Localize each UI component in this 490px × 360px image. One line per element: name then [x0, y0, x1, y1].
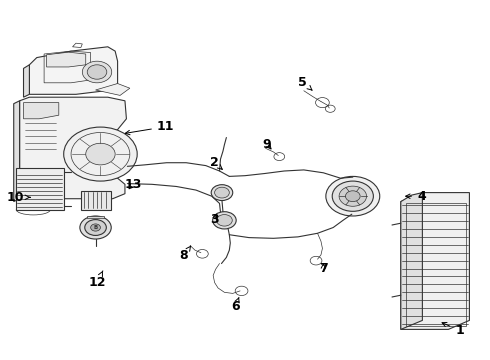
Text: 3: 3 — [210, 213, 219, 226]
Circle shape — [332, 181, 373, 211]
Text: 9: 9 — [263, 138, 271, 150]
Circle shape — [86, 143, 115, 165]
Polygon shape — [29, 47, 118, 94]
Text: 8: 8 — [179, 246, 191, 262]
Polygon shape — [401, 193, 422, 329]
Polygon shape — [14, 101, 20, 202]
Polygon shape — [47, 52, 86, 67]
Circle shape — [326, 176, 380, 216]
Bar — [81, 191, 111, 210]
Circle shape — [64, 127, 137, 181]
Circle shape — [345, 191, 360, 202]
Polygon shape — [20, 97, 126, 199]
Polygon shape — [96, 84, 130, 95]
Bar — [16, 168, 64, 210]
Polygon shape — [87, 216, 104, 218]
Polygon shape — [401, 193, 469, 329]
Circle shape — [85, 220, 106, 235]
Text: 10: 10 — [7, 191, 30, 204]
Text: 11: 11 — [125, 120, 174, 135]
Circle shape — [211, 185, 233, 201]
Ellipse shape — [81, 188, 111, 194]
Text: 12: 12 — [88, 271, 106, 289]
Text: 5: 5 — [298, 76, 312, 90]
Circle shape — [217, 215, 232, 226]
Circle shape — [87, 65, 107, 79]
Circle shape — [339, 186, 367, 206]
Circle shape — [80, 216, 111, 239]
Text: 13: 13 — [124, 178, 142, 191]
Polygon shape — [24, 65, 29, 97]
Text: B: B — [94, 225, 98, 230]
Text: 6: 6 — [231, 297, 240, 313]
Bar — [406, 203, 466, 326]
Polygon shape — [24, 103, 59, 119]
Text: 4: 4 — [406, 190, 426, 203]
Text: 7: 7 — [319, 262, 328, 275]
Text: 1: 1 — [442, 323, 464, 337]
Circle shape — [82, 61, 112, 83]
Circle shape — [215, 187, 229, 198]
Circle shape — [91, 224, 100, 231]
Text: 2: 2 — [210, 156, 222, 169]
Circle shape — [213, 212, 236, 229]
